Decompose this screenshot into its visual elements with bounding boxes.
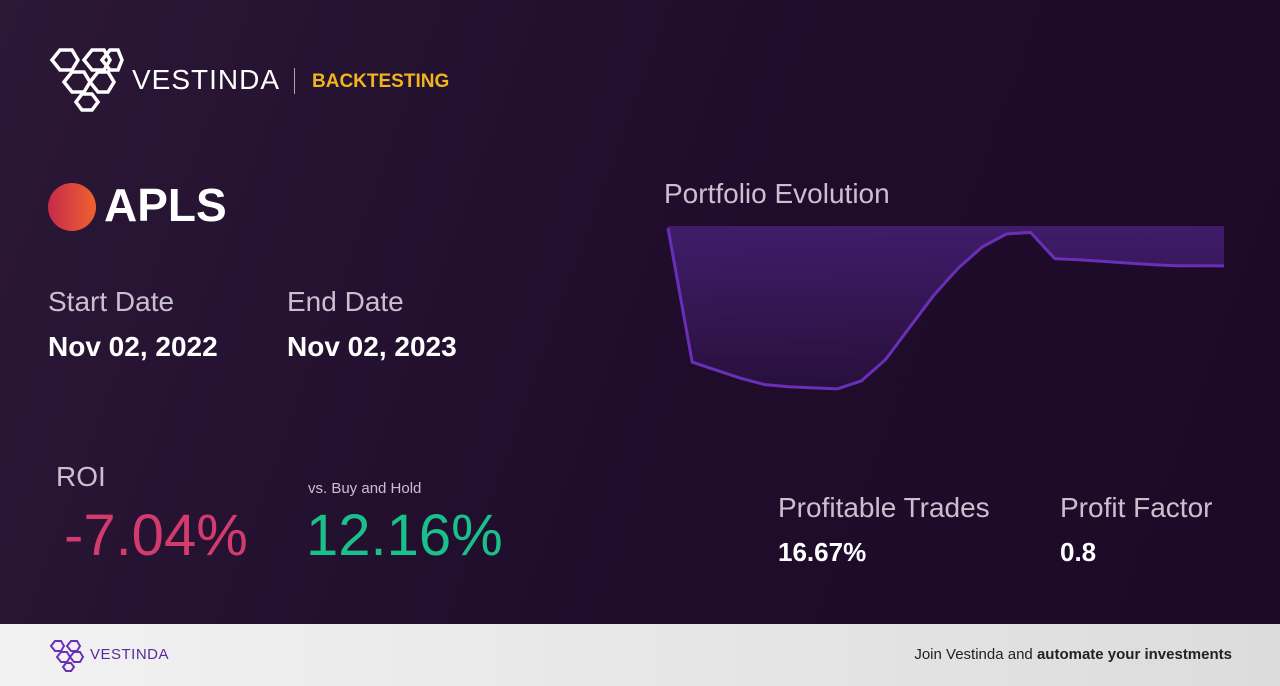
footer-brand: VESTINDA bbox=[90, 646, 170, 663]
end-label: End Date bbox=[287, 286, 404, 317]
ticker-icon bbox=[48, 183, 96, 231]
logo bbox=[49, 48, 124, 112]
buy-hold-value: 12.16% bbox=[306, 503, 503, 568]
ticker: APLS bbox=[104, 179, 227, 231]
cta-prefix: Join Vestinda and bbox=[914, 646, 1033, 663]
portfolio-chart bbox=[666, 226, 1225, 391]
footer-cta: Join Vestinda and automate your investme… bbox=[914, 646, 1232, 663]
roi-label: ROI bbox=[56, 461, 106, 492]
area bbox=[668, 226, 1224, 389]
factor-value: 0.8 bbox=[1060, 537, 1097, 567]
chart-title: Portfolio Evolution bbox=[664, 178, 890, 209]
factor-label: Profit Factor bbox=[1060, 492, 1213, 523]
section: BACKTESTING bbox=[312, 71, 450, 92]
divider bbox=[294, 68, 295, 94]
footer-logo bbox=[49, 640, 85, 672]
buy-hold-label: vs. Buy and Hold bbox=[308, 480, 422, 497]
brand: VESTINDA bbox=[132, 64, 281, 95]
line bbox=[666, 227, 1225, 391]
roi-value: -7.04% bbox=[64, 503, 248, 568]
trades-label: Profitable Trades bbox=[778, 492, 990, 523]
start-value: Nov 02, 2022 bbox=[48, 331, 218, 362]
end-value: Nov 02, 2023 bbox=[287, 331, 457, 362]
trades-value: 16.67% bbox=[778, 537, 867, 567]
footer: VESTINDA Join Vestinda and automate your… bbox=[0, 624, 1280, 686]
start-label: Start Date bbox=[48, 286, 175, 317]
cta-bold: automate your investments bbox=[1036, 646, 1232, 663]
